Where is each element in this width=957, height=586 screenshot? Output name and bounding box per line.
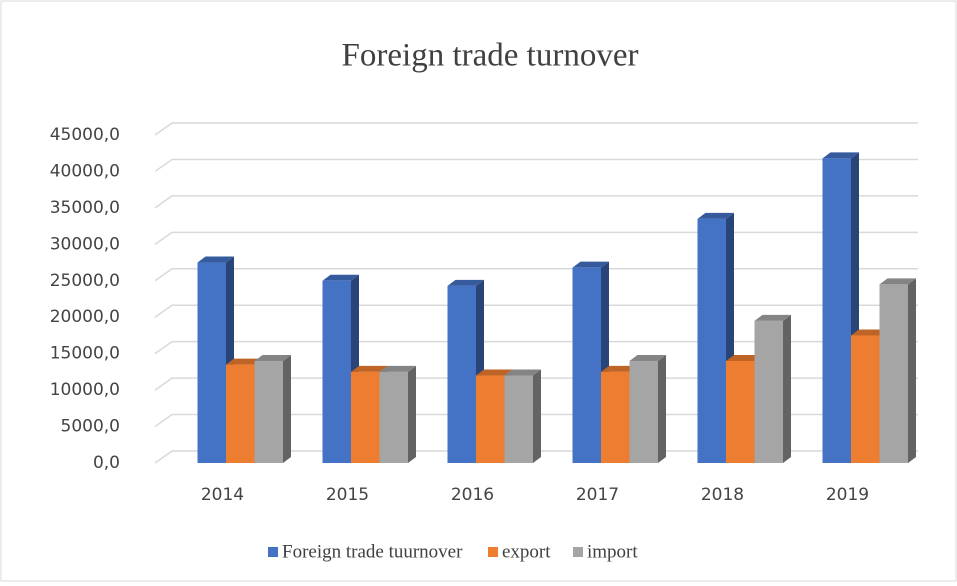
bar-front [697, 218, 726, 463]
bar-top [726, 354, 763, 361]
bar-front [226, 364, 255, 463]
grid-line [154, 377, 918, 391]
bar-front [879, 284, 908, 463]
y-tick-label: 40000,0 [50, 161, 120, 181]
y-tick-label: 45000,0 [50, 125, 120, 145]
bar-side [408, 365, 416, 463]
grid-line [154, 122, 918, 136]
bar-front [851, 335, 880, 463]
bar [754, 314, 791, 463]
bar-side [283, 354, 291, 463]
legend-label: export [502, 541, 551, 562]
bar [504, 369, 541, 463]
bar-top [254, 354, 291, 361]
grid-line [154, 340, 918, 355]
bar-front [351, 371, 380, 463]
bar-front [601, 371, 630, 463]
y-tick-label: 20000,0 [50, 307, 120, 327]
x-tick-label: 2014 [201, 485, 244, 505]
bar-front [822, 158, 851, 463]
bar-top [504, 369, 541, 376]
y-tick-label: 5000,0 [61, 417, 120, 437]
bar [629, 354, 666, 463]
x-tick-label: 2018 [701, 485, 744, 505]
bar-side [783, 314, 791, 463]
bar-side [658, 354, 666, 463]
chart-title: Foreign trade turnover [342, 38, 639, 74]
bar-front [504, 375, 533, 463]
bar-top [629, 354, 666, 361]
grid-line [154, 231, 918, 245]
bar-top [351, 365, 388, 372]
bar-top [697, 212, 734, 219]
legend-swatch [268, 547, 278, 557]
bar [879, 278, 916, 463]
legend-label: import [587, 541, 638, 562]
grid-line [154, 158, 918, 173]
legend-swatch [488, 547, 498, 557]
bar-front [322, 280, 351, 463]
bar-top [197, 256, 234, 263]
bar-front [379, 371, 408, 463]
bar-top [322, 274, 359, 281]
bar-front [754, 320, 783, 463]
y-tick-label: 25000,0 [50, 271, 120, 291]
bar-top [572, 261, 609, 268]
grid-line [154, 195, 918, 209]
grid-line [154, 413, 918, 428]
legend-label: Foreign trade tuurnover [282, 541, 463, 562]
y-tick-label: 0,0 [93, 453, 120, 473]
bar-front [726, 360, 755, 463]
bar-side [533, 369, 541, 463]
bar-top [226, 358, 263, 365]
x-tick-label: 2015 [326, 485, 369, 505]
bar [379, 365, 416, 463]
bar-top [822, 152, 859, 159]
x-tick-label: 2017 [576, 485, 619, 505]
bar-top [601, 365, 638, 372]
bar-top [851, 329, 888, 336]
legend-swatch [573, 547, 583, 557]
y-tick-label: 15000,0 [50, 344, 120, 364]
bar [254, 354, 291, 463]
bar-front [476, 375, 505, 463]
bar-front [447, 285, 476, 463]
bar-top [754, 314, 791, 321]
bar-front [629, 360, 658, 463]
bar-top [447, 279, 484, 286]
bar-top [879, 278, 916, 285]
bar-top [379, 365, 416, 372]
x-tick-label: 2016 [451, 485, 494, 505]
bar-top [476, 369, 513, 376]
y-tick-label: 10000,0 [50, 380, 120, 400]
y-tick-label: 35000,0 [50, 198, 120, 218]
bar-front [572, 267, 601, 463]
bar [572, 261, 609, 463]
bar-front [197, 262, 226, 463]
bar-front [254, 360, 283, 463]
grid-line [154, 304, 918, 318]
grid-line [154, 450, 918, 464]
bar-side [908, 278, 916, 463]
grid-line [154, 268, 918, 282]
x-tick-label: 2019 [826, 485, 869, 505]
y-tick-label: 30000,0 [50, 234, 120, 254]
